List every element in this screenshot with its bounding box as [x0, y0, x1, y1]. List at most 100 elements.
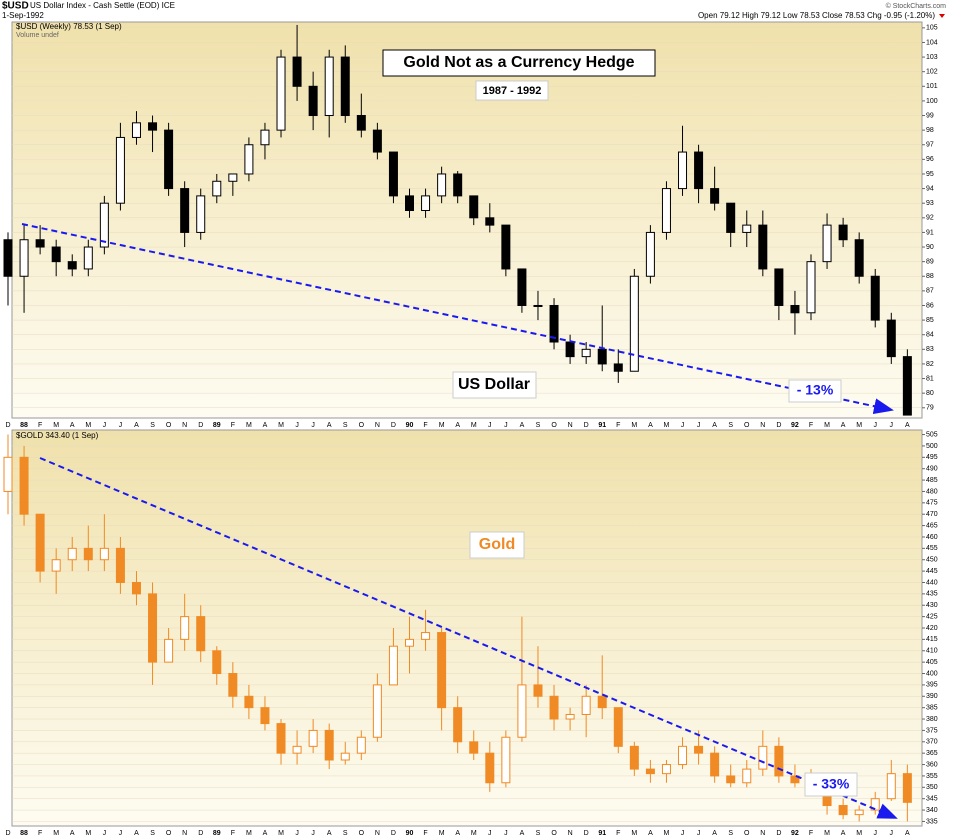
x-tick-label: O [744, 422, 750, 429]
y-tick-label: 405 [926, 659, 938, 666]
y-tick-label: 103 [926, 54, 938, 61]
x-tick-label: M [53, 422, 59, 429]
x-tick-label: J [488, 830, 492, 837]
x-tick-label: S [150, 422, 155, 429]
y-tick-label: 475 [926, 500, 938, 507]
y-tick-label: 400 [926, 670, 938, 677]
x-tick-label: A [455, 422, 460, 429]
candle-body [517, 268, 527, 306]
x-tick-label: A [134, 830, 139, 837]
y-tick-label: 480 [926, 488, 938, 495]
x-tick-label: A [263, 422, 268, 429]
x-tick-label: J [295, 422, 299, 429]
x-tick-label: S [150, 830, 155, 837]
candle-body [758, 745, 768, 770]
candle-body [131, 581, 141, 595]
candle-body [678, 745, 688, 766]
annotation: US Dollar [458, 376, 530, 393]
candle-body [19, 456, 29, 515]
legend-title: $USD (Weekly) 78.53 (1 Sep) [16, 22, 122, 31]
y-tick-label: 485 [926, 477, 938, 484]
candle-body [276, 723, 286, 754]
x-tick-label: A [712, 830, 717, 837]
candle-body [99, 547, 109, 561]
x-tick-label: J [488, 422, 492, 429]
x-tick-label: M [664, 830, 670, 837]
x-tick-label: N [375, 830, 380, 837]
legend-volume: Volume undef [16, 32, 59, 39]
annotation-box [452, 371, 537, 399]
x-tick-label: O [166, 830, 172, 837]
y-tick-label: 430 [926, 602, 938, 609]
candle-body [774, 745, 784, 777]
y-tick-label: 420 [926, 625, 938, 632]
candle-body [356, 736, 366, 754]
candle-body [645, 768, 655, 775]
annotation-box [788, 379, 842, 403]
x-tick-label: A [70, 830, 75, 837]
y-tick-label: 98 [926, 127, 934, 134]
candle-body [549, 304, 559, 343]
candle-body [67, 261, 77, 270]
candle-body [19, 239, 29, 277]
candle-body [629, 275, 639, 372]
candle-body [372, 129, 382, 153]
x-tick-label: S [343, 830, 348, 837]
x-tick-label: J [103, 830, 107, 837]
x-tick-label: J [697, 422, 701, 429]
y-tick-label: 395 [926, 682, 938, 689]
candle-body [292, 745, 302, 754]
candle-body [854, 239, 864, 277]
y-tick-label: 415 [926, 636, 938, 643]
x-tick-label: O [744, 830, 750, 837]
y-tick-label: 87 [926, 288, 934, 295]
x-tick-label: D [584, 422, 589, 429]
x-tick-label: 90 [406, 422, 414, 429]
x-tick-label: N [760, 830, 765, 837]
y-tick-label: 490 [926, 466, 938, 473]
x-tick-label: N [182, 830, 187, 837]
x-tick-label: 89 [213, 422, 221, 429]
x-tick-label: S [536, 422, 541, 429]
y-tick-label: 85 [926, 317, 934, 324]
x-tick-label: J [681, 830, 685, 837]
candle-body [870, 275, 880, 321]
y-tick-label: 102 [926, 69, 938, 76]
x-tick-label: D [391, 422, 396, 429]
x-tick-label: 92 [791, 830, 799, 837]
x-tick-label: N [568, 422, 573, 429]
y-tick-label: 370 [926, 739, 938, 746]
candle-body [886, 773, 896, 800]
candle-body [83, 547, 93, 561]
y-tick-label: 495 [926, 454, 938, 461]
x-tick-label: 88 [20, 422, 28, 429]
candle-body [372, 684, 382, 738]
quote: Open 79.12 High 79.12 Low 78.53 Close 78… [698, 11, 935, 20]
candle-body [324, 56, 334, 117]
x-tick-label: J [504, 830, 508, 837]
annotation-box [804, 772, 858, 797]
candle-body [212, 650, 222, 675]
candle-body [629, 745, 639, 770]
candle-body [453, 173, 463, 197]
x-tick-label: J [697, 830, 701, 837]
x-tick-label: F [616, 830, 620, 837]
x-tick-label: A [905, 422, 910, 429]
candle-body [774, 268, 784, 306]
x-tick-label: O [551, 422, 557, 429]
x-tick-label: M [439, 422, 445, 429]
x-tick-label: F [423, 422, 427, 429]
candle-body [324, 729, 334, 761]
x-tick-label: S [343, 422, 348, 429]
candle-body [3, 456, 13, 492]
x-tick-label: F [809, 830, 813, 837]
candle-body [180, 616, 190, 640]
candle-body [501, 736, 511, 784]
y-tick-label: 335 [926, 818, 938, 825]
candle-body [485, 217, 495, 226]
candle-body [180, 188, 190, 233]
candle-body [35, 513, 45, 572]
y-tick-label: 440 [926, 579, 938, 586]
candle-body [806, 261, 816, 314]
x-tick-label: 90 [406, 830, 414, 837]
